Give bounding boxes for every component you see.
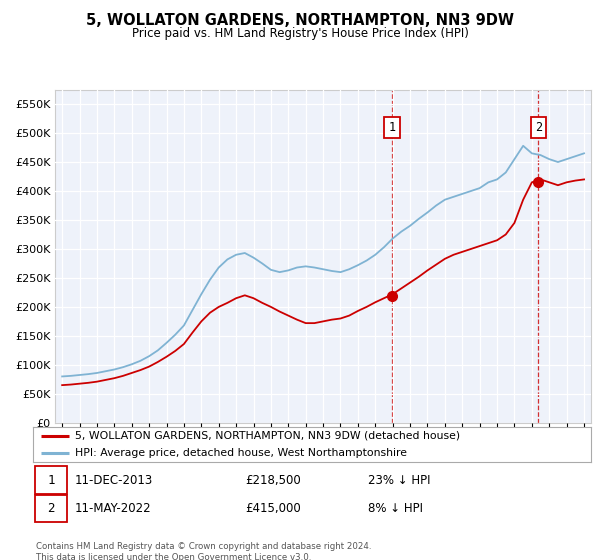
Text: 5, WOLLATON GARDENS, NORTHAMPTON, NN3 9DW (detached house): 5, WOLLATON GARDENS, NORTHAMPTON, NN3 9D… bbox=[75, 431, 460, 441]
FancyBboxPatch shape bbox=[35, 466, 67, 494]
Text: 23% ↓ HPI: 23% ↓ HPI bbox=[368, 474, 430, 487]
Text: 2: 2 bbox=[535, 121, 542, 134]
Text: Contains HM Land Registry data © Crown copyright and database right 2024.
This d: Contains HM Land Registry data © Crown c… bbox=[36, 542, 371, 560]
FancyBboxPatch shape bbox=[35, 494, 67, 522]
Text: 5, WOLLATON GARDENS, NORTHAMPTON, NN3 9DW: 5, WOLLATON GARDENS, NORTHAMPTON, NN3 9D… bbox=[86, 13, 514, 28]
Text: 11-DEC-2013: 11-DEC-2013 bbox=[75, 474, 153, 487]
Text: 1: 1 bbox=[47, 474, 55, 487]
Text: 2: 2 bbox=[47, 502, 55, 515]
Text: Price paid vs. HM Land Registry's House Price Index (HPI): Price paid vs. HM Land Registry's House … bbox=[131, 27, 469, 40]
Text: 8% ↓ HPI: 8% ↓ HPI bbox=[368, 502, 423, 515]
Text: £218,500: £218,500 bbox=[245, 474, 301, 487]
Text: 1: 1 bbox=[388, 121, 395, 134]
Text: £415,000: £415,000 bbox=[245, 502, 301, 515]
Text: HPI: Average price, detached house, West Northamptonshire: HPI: Average price, detached house, West… bbox=[75, 448, 407, 458]
Text: 11-MAY-2022: 11-MAY-2022 bbox=[75, 502, 151, 515]
